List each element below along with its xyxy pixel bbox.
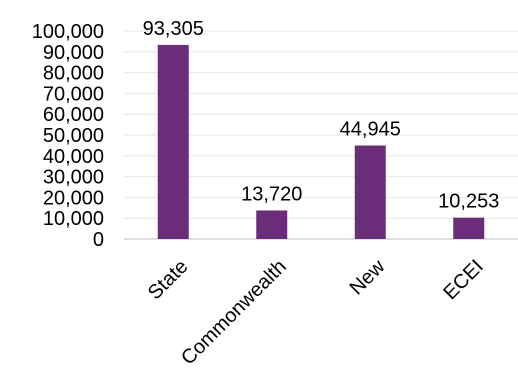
y-tick-label: 20,000: [43, 187, 104, 209]
y-axis-tick-labels: 010,00020,00030,00040,00050,00060,00070,…: [32, 21, 104, 251]
y-tick-label: 100,000: [32, 21, 104, 43]
y-tick-label: 90,000: [43, 42, 104, 64]
y-tick-label: 60,000: [43, 104, 104, 126]
y-tick-label: 0: [93, 229, 104, 251]
category-label-state: State: [144, 256, 193, 305]
y-tick-label: 40,000: [43, 146, 104, 168]
data-label-state: 93,305: [143, 18, 204, 40]
y-tick-label: 50,000: [43, 125, 104, 147]
bar-commonwealth: [256, 210, 288, 239]
y-tick-label: 30,000: [43, 167, 104, 189]
y-tick-label: 10,000: [43, 208, 104, 230]
data-label-commonwealth: 13,720: [241, 183, 302, 205]
category-label-ecei: ECEI: [439, 256, 488, 305]
data-label-new: 44,945: [340, 119, 401, 141]
bar-new: [354, 145, 386, 239]
category-label-new: New: [346, 255, 390, 299]
gridlines: [124, 30, 518, 219]
bar-state: [157, 44, 189, 239]
bar-ecei: [453, 217, 485, 239]
data-label-ecei: 10,253: [438, 191, 499, 213]
y-tick-label: 70,000: [43, 83, 104, 105]
category-label-commonwealth: Commonwealth: [177, 256, 291, 370]
data-labels: 93,305 13,720 44,945 10,253: [143, 18, 500, 213]
y-tick-label: 80,000: [43, 63, 104, 85]
bars: [157, 44, 485, 239]
